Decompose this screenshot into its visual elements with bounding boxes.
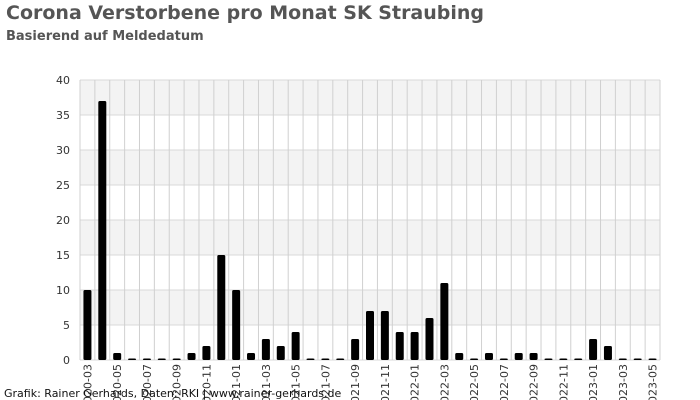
plot-background [80, 80, 660, 360]
bar [128, 358, 137, 360]
bar [261, 339, 270, 360]
x-tick-label: 2020-03 [81, 364, 94, 400]
x-tick-label: 2022-03 [438, 364, 451, 400]
y-tick-label: 40 [56, 74, 70, 87]
bar [410, 332, 419, 360]
bar [142, 358, 151, 360]
bar [603, 346, 612, 360]
x-tick-label: 2022-05 [468, 364, 481, 400]
x-tick-label: 2021-03 [260, 364, 273, 400]
bar [291, 332, 300, 360]
bar [276, 346, 285, 360]
y-tick-label: 30 [56, 144, 70, 157]
x-tick-label: 2021-05 [290, 364, 303, 400]
plot-band [80, 255, 660, 290]
x-tick-label: 2020-09 [171, 364, 184, 400]
bar [380, 311, 389, 360]
x-tick-label: 2022-01 [409, 364, 422, 400]
bar [157, 358, 166, 360]
bar [351, 339, 360, 360]
x-tick-label: 2022-09 [528, 364, 541, 400]
bar [544, 358, 553, 360]
bar [514, 353, 523, 360]
bar [247, 353, 256, 360]
bar [470, 358, 479, 360]
bar [618, 358, 627, 360]
x-tick-label: 2023-05 [647, 364, 660, 400]
bar [633, 358, 642, 360]
x-tick-label: 2023-03 [617, 364, 630, 400]
bar [306, 358, 315, 360]
plot-band [80, 185, 660, 220]
plot-band [80, 150, 660, 185]
chart-subtitle: Basierend auf Meldedatum [6, 29, 204, 44]
y-tick-label: 35 [56, 109, 70, 122]
bar [648, 358, 657, 360]
x-tick-label: 2021-07 [319, 364, 332, 400]
bar [499, 358, 508, 360]
bar [202, 346, 211, 360]
x-tick-label: 2022-07 [498, 364, 511, 400]
y-tick-label: 15 [56, 249, 70, 262]
plot-band [80, 80, 660, 115]
bar [83, 290, 92, 360]
bar [187, 353, 196, 360]
x-tick-label: 2020-11 [200, 364, 213, 400]
bar [589, 339, 598, 360]
y-tick-label: 0 [63, 354, 70, 367]
plot-band [80, 115, 660, 150]
x-tick-label: 2021-01 [230, 364, 243, 400]
bar [574, 358, 583, 360]
bar [395, 332, 404, 360]
bar [336, 358, 345, 360]
bar [232, 290, 241, 360]
chart-title: Corona Verstorbene pro Monat SK Straubin… [6, 2, 484, 24]
bar [366, 311, 374, 360]
bar [217, 255, 226, 360]
x-tick-label: 2023-01 [587, 364, 600, 400]
footer: Grafik: Rainer Gerhards, Daten: RKI | ww… [4, 387, 342, 400]
bar [321, 358, 330, 360]
x-tick-label: 2022-11 [557, 364, 570, 400]
x-tick-label: 2020-07 [141, 364, 154, 400]
bar [440, 283, 449, 360]
bar [484, 353, 493, 360]
x-tick-label: 2021-11 [379, 364, 392, 400]
bar [113, 353, 122, 360]
y-tick-label: 20 [56, 214, 70, 227]
y-tick-label: 5 [63, 319, 70, 332]
bar [559, 358, 568, 360]
bar [529, 353, 538, 360]
bar [455, 353, 464, 360]
y-tick-label: 25 [56, 179, 70, 192]
bar [172, 358, 181, 360]
y-tick-label: 10 [56, 284, 70, 297]
x-tick-label: 2020-05 [111, 364, 124, 400]
bar [98, 101, 107, 360]
x-tick-label: 2021-09 [349, 364, 362, 400]
bar [425, 318, 434, 360]
plot-band [80, 220, 660, 255]
